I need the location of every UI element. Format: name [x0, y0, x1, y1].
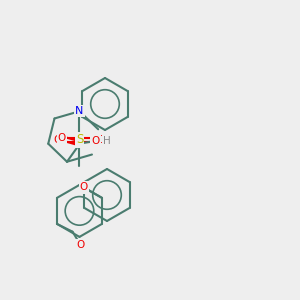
- Text: O: O: [80, 182, 88, 193]
- Text: N: N: [75, 106, 84, 116]
- Text: S: S: [76, 134, 83, 146]
- Text: O: O: [53, 135, 61, 145]
- Text: O: O: [76, 240, 85, 250]
- Text: O: O: [98, 135, 106, 145]
- Text: H: H: [103, 136, 111, 146]
- Text: O: O: [92, 136, 100, 146]
- Text: O: O: [58, 133, 66, 143]
